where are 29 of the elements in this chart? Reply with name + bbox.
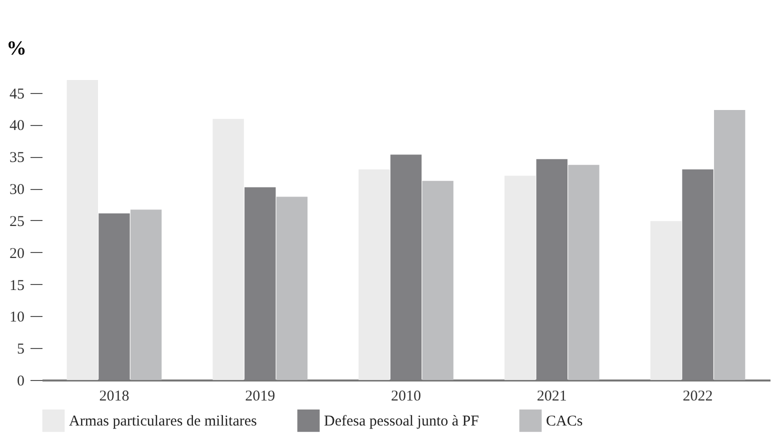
bar [422, 180, 454, 380]
y-tick-label: 10 [10, 310, 24, 326]
x-tick-label: 2021 [536, 388, 567, 404]
bar [212, 118, 244, 380]
bar [650, 221, 682, 380]
y-axis-title: % [6, 38, 26, 60]
bar [504, 176, 536, 380]
bar [358, 169, 390, 380]
x-tick-label: 2018 [99, 388, 130, 404]
bar [276, 196, 308, 380]
y-tick-label: 20 [10, 246, 24, 262]
bar [130, 210, 162, 380]
bar [66, 80, 98, 380]
bar [714, 110, 746, 380]
y-tick-label: 30 [10, 182, 24, 198]
y-tick-label: 35 [10, 150, 24, 166]
y-tick-label: 5 [17, 342, 24, 358]
legend-label: Armas particulares de militares [69, 414, 258, 430]
y-tick-label: 40 [10, 118, 24, 134]
x-tick-label: 2022 [682, 388, 713, 404]
y-tick-label: 0 [17, 374, 24, 390]
y-tick-label: 45 [10, 86, 24, 102]
y-tick-label: 15 [10, 278, 24, 294]
legend-label: Defesa pessoal junto à PF [324, 414, 479, 430]
x-tick-label: 2019 [245, 388, 276, 404]
bar [568, 164, 600, 380]
legend-label: CACs [546, 414, 583, 430]
y-tick-label: 25 [10, 214, 24, 230]
x-tick-label: 2010 [391, 388, 421, 404]
